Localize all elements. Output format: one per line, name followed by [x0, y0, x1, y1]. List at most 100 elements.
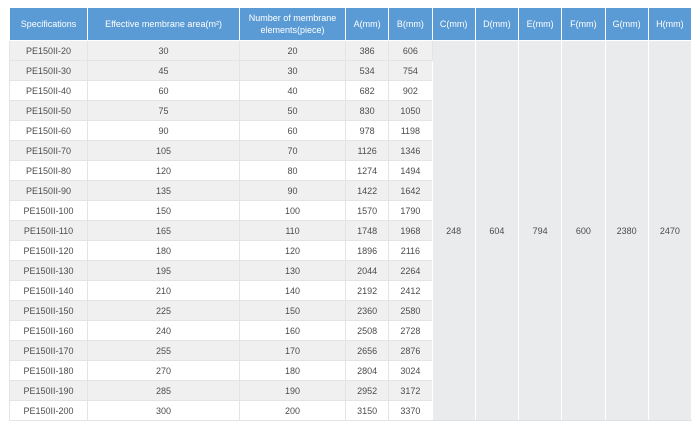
- cell-a: 386: [344, 40, 390, 62]
- cell-area: 240: [87, 320, 240, 342]
- cell-a: 2044: [344, 260, 390, 282]
- cell-a: 2952: [344, 380, 390, 402]
- cell-elements: 40: [239, 80, 346, 102]
- cell-b: 3370: [388, 400, 433, 422]
- cell-area: 105: [87, 140, 240, 162]
- column-header-a-mm: A(mm): [344, 6, 390, 42]
- cell-area: 180: [87, 240, 240, 262]
- table-row: PE150II-40 60 40 682 902: [9, 80, 692, 102]
- cell-area: 285: [87, 380, 240, 402]
- cell-b: 1346: [388, 140, 433, 162]
- cell-a: 1274: [344, 160, 390, 182]
- cell-a: 1422: [344, 180, 390, 202]
- merged-cell-e: 794: [517, 40, 563, 422]
- cell-spec: PE150II-200: [9, 400, 88, 422]
- cell-area: 150: [87, 200, 240, 222]
- cell-b: 2264: [388, 260, 433, 282]
- cell-spec: PE150II-160: [9, 320, 88, 342]
- cell-spec: PE150II-40: [9, 80, 88, 102]
- cell-elements: 50: [239, 100, 346, 122]
- cell-elements: 150: [239, 300, 346, 322]
- cell-spec: PE150II-110: [9, 220, 88, 242]
- column-header-h-mm: H(mm): [647, 6, 693, 42]
- cell-area: 210: [87, 280, 240, 302]
- cell-elements: 140: [239, 280, 346, 302]
- cell-area: 225: [87, 300, 240, 322]
- cell-elements: 60: [239, 120, 346, 142]
- cell-b: 3172: [388, 380, 433, 402]
- table-header: Specifications Effective membrane area(m…: [9, 6, 693, 42]
- cell-a: 2360: [344, 300, 390, 322]
- cell-a: 978: [344, 120, 390, 142]
- cell-spec: PE150II-60: [9, 120, 88, 142]
- table-row: PE150II-130 195 130 2044 2264: [9, 260, 692, 282]
- cell-b: 2580: [388, 300, 433, 322]
- header-row: Specifications Effective membrane area(m…: [9, 6, 693, 42]
- cell-elements: 20: [239, 40, 346, 62]
- cell-a: 1748: [344, 220, 390, 242]
- cell-spec: PE150II-90: [9, 180, 88, 202]
- cell-elements: 180: [239, 360, 346, 382]
- cell-b: 1968: [388, 220, 433, 242]
- cell-elements: 100: [239, 200, 346, 222]
- cell-a: 830: [344, 100, 390, 122]
- cell-elements: 170: [239, 340, 346, 362]
- cell-a: 534: [344, 60, 390, 82]
- cell-b: 1790: [388, 200, 433, 222]
- merged-cell-f: 600: [561, 40, 606, 422]
- table-row: PE150II-20 30 20 386 606 248 604 794 600 2380 2470: [9, 40, 693, 422]
- cell-spec: PE150II-100: [9, 200, 88, 222]
- cell-a: 2508: [344, 320, 390, 342]
- cell-a: 2192: [344, 280, 390, 302]
- cell-area: 195: [87, 260, 240, 282]
- cell-spec: PE150II-70: [9, 140, 88, 162]
- cell-area: 30: [87, 40, 240, 62]
- cell-a: 2656: [344, 340, 390, 362]
- cell-b: 1198: [388, 120, 433, 142]
- merged-cell-g: 2380: [604, 40, 649, 422]
- cell-spec: PE150II-170: [9, 340, 88, 362]
- cell-elements: 30: [239, 60, 346, 82]
- cell-area: 165: [87, 220, 240, 242]
- cell-b: 2412: [388, 280, 433, 302]
- cell-spec: PE150II-150: [9, 300, 88, 322]
- cell-area: 255: [87, 340, 240, 362]
- table-row: PE150II-200 300 200 3150 3370: [9, 400, 692, 422]
- cell-a: 682: [344, 80, 390, 102]
- cell-b: 3024: [388, 360, 433, 382]
- cell-elements: 160: [239, 320, 346, 342]
- cell-spec: PE150II-140: [9, 280, 88, 302]
- cell-elements: 120: [239, 240, 346, 262]
- cell-area: 120: [87, 160, 240, 182]
- cell-elements: 90: [239, 180, 346, 202]
- cell-area: 75: [87, 100, 240, 122]
- column-header-e-mm: E(mm): [517, 6, 563, 42]
- table-row: PE150II-70 105 70 1126 1346: [9, 140, 692, 162]
- table-body: PE150II-20 30 20 386 606 248 604 794 600 2380 2470…: [9, 40, 693, 422]
- cell-area: 300: [87, 400, 240, 422]
- cell-area: 60: [87, 80, 240, 102]
- cell-b: 902: [388, 80, 433, 102]
- table-row: PE150II-110 165 110 1748 1968: [9, 220, 692, 242]
- column-header-g-mm: G(mm): [604, 6, 649, 42]
- column-header-d-mm: D(mm): [474, 6, 520, 42]
- cell-elements: 130: [239, 260, 346, 282]
- cell-b: 754: [388, 60, 433, 82]
- cell-elements: 200: [239, 400, 346, 422]
- column-header-number-of-membrane-elements: Number of membrane elements(piece): [239, 6, 346, 42]
- cell-b: 2876: [388, 340, 433, 362]
- cell-spec: PE150II-30: [9, 60, 88, 82]
- column-header-effective-membrane-area: Effective membrane area(m²): [87, 6, 240, 42]
- cell-spec: PE150II-80: [9, 160, 88, 182]
- cell-b: 1050: [388, 100, 433, 122]
- cell-a: 3150: [344, 400, 390, 422]
- column-header-specifications: Specifications: [9, 6, 88, 42]
- cell-spec: PE150II-20: [9, 40, 88, 62]
- cell-a: 1126: [344, 140, 390, 162]
- column-header-f-mm: F(mm): [561, 6, 606, 42]
- merged-cell-h: 2470: [647, 40, 693, 422]
- column-header-b-mm: B(mm): [388, 6, 433, 42]
- merged-cell-d: 604: [474, 40, 520, 422]
- cell-spec: PE150II-190: [9, 380, 88, 402]
- cell-b: 1494: [388, 160, 433, 182]
